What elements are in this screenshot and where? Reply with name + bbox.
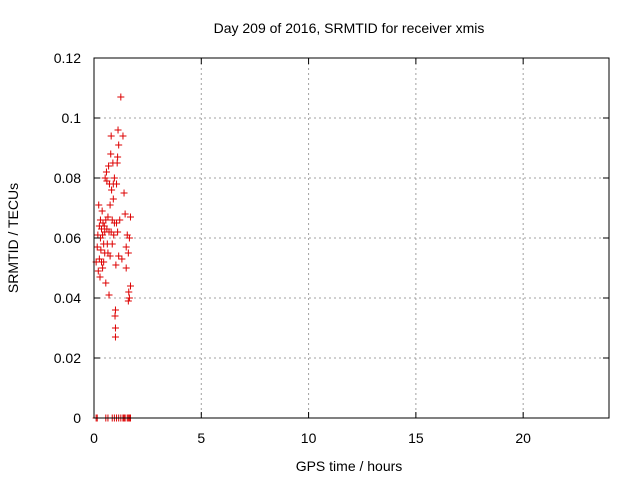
y-tick-label: 0.04 — [54, 290, 81, 306]
data-point — [95, 201, 103, 209]
y-tick-label: 0.12 — [54, 50, 81, 66]
chart-title: Day 209 of 2016, SRMTID for receiver xmi… — [214, 20, 485, 36]
data-point — [116, 216, 124, 224]
x-tick-label: 5 — [197, 430, 205, 446]
data-point — [120, 189, 128, 197]
y-tick-label: 0.1 — [62, 110, 82, 126]
x-tick-label: 10 — [301, 430, 317, 446]
data-point — [111, 333, 119, 341]
data-point — [122, 243, 130, 251]
y-tick-label: 0.06 — [54, 230, 81, 246]
data-point — [112, 261, 120, 269]
data-point — [106, 252, 114, 260]
data-point — [126, 282, 134, 290]
data-point — [96, 273, 104, 281]
data-point — [125, 294, 133, 302]
data-point — [118, 255, 126, 263]
y-axis-ticks: 0 0.02 0.04 0.06 0.08 0.1 0.12 — [54, 50, 609, 426]
data-point — [115, 141, 123, 149]
data-point — [125, 288, 133, 296]
plot-frame — [93, 57, 610, 419]
data-point — [114, 153, 122, 161]
data-point — [113, 180, 121, 188]
data-point — [115, 252, 123, 260]
data-point — [106, 201, 114, 209]
data-point — [93, 243, 101, 251]
data-point — [110, 231, 118, 239]
data-point — [97, 246, 105, 254]
data-point — [100, 258, 108, 266]
y-axis-label: SRMTID / TECUs — [5, 183, 21, 293]
data-point — [110, 174, 118, 182]
data-points — [92, 93, 134, 422]
data-point — [109, 195, 117, 203]
data-point — [122, 264, 130, 272]
data-point — [114, 228, 122, 236]
data-point — [111, 306, 119, 314]
data-point — [105, 162, 113, 170]
x-axis-label: GPS time / hours — [296, 458, 403, 474]
data-point — [117, 93, 125, 101]
data-point — [124, 297, 132, 305]
data-point — [113, 219, 121, 227]
data-point — [119, 132, 127, 140]
grid-lines — [94, 58, 609, 418]
data-point — [107, 150, 115, 158]
y-tick-label: 0.08 — [54, 170, 81, 186]
data-point — [107, 132, 115, 140]
data-point — [111, 324, 119, 332]
data-point — [102, 168, 110, 176]
x-tick-label: 20 — [515, 430, 531, 446]
data-point — [104, 213, 112, 221]
data-point — [124, 249, 132, 257]
data-point — [98, 207, 106, 215]
x-tick-label: 15 — [408, 430, 424, 446]
data-point — [101, 174, 109, 182]
data-point — [113, 159, 121, 167]
data-point — [94, 267, 102, 275]
x-tick-label: 0 — [90, 430, 98, 446]
data-point — [108, 186, 116, 194]
y-tick-label: 0.02 — [54, 350, 81, 366]
y-tick-label: 0 — [73, 410, 81, 426]
data-point — [102, 279, 110, 287]
x-axis-ticks: 0 5 10 15 20 — [90, 58, 531, 446]
data-point — [125, 234, 133, 242]
data-point — [126, 213, 134, 221]
data-point — [105, 291, 113, 299]
data-point — [121, 210, 129, 218]
data-point — [111, 312, 119, 320]
data-point — [108, 240, 116, 248]
data-point — [114, 126, 122, 134]
data-point — [99, 264, 107, 272]
